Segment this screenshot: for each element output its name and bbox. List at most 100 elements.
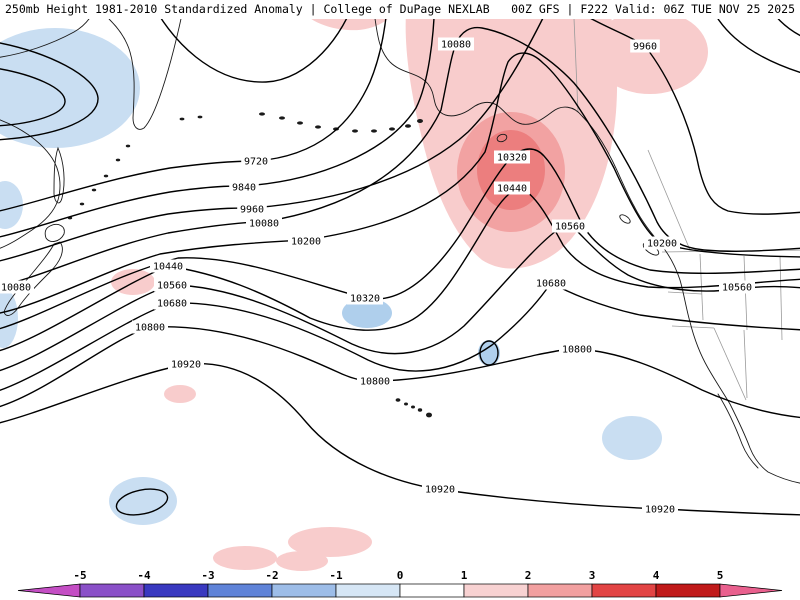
haida-gwaii-island: [619, 214, 631, 224]
colorbar-tick-label: 2: [525, 569, 532, 582]
negative-anomaly-region: [0, 181, 23, 229]
contour-label-box: [552, 219, 588, 233]
positive-anomaly-core: [477, 130, 545, 210]
colorbar-tick-label: 1: [461, 569, 468, 582]
colorbar-segment: [591, 583, 657, 598]
contour-label: 9840: [232, 183, 256, 194]
negative-anomaly-region: [0, 28, 140, 148]
positive-anomaly-region: [288, 527, 372, 557]
contour-labels: 10080 9960 9720 9840 9960 10080 10200 10320 1044…: [0, 37, 755, 516]
colorbar-tick-label: -3: [201, 569, 214, 582]
contour-label-box: [154, 278, 190, 292]
colorbar-segment: [207, 583, 273, 598]
contour-label: 10080: [1, 283, 31, 294]
contour-label: 10080: [249, 219, 279, 230]
colorbar-arrow: [17, 583, 81, 598]
contour-label: 10920: [425, 485, 455, 496]
contour-label: 10920: [171, 360, 201, 371]
contour-label: 10560: [157, 281, 187, 292]
colorbar-tick-label: 5: [717, 569, 724, 582]
hawaiian-islands: [395, 398, 432, 418]
contour-label: 10320: [497, 153, 527, 164]
contour-label-box: [438, 37, 474, 51]
contour-label-box: [494, 150, 530, 164]
negative-anomaly-region: [109, 477, 177, 525]
border-line: [667, 291, 703, 295]
contour-line-10320: [0, 148, 800, 330]
contour-line: [0, 42, 99, 141]
contour-label-box: [237, 202, 267, 216]
contour-label-box: [533, 276, 569, 290]
contour-label: 10680: [157, 299, 187, 310]
colorbar-tick-label: -1: [329, 569, 343, 582]
border-line: [743, 329, 748, 399]
contour-label-box: [0, 280, 34, 294]
contour-line-10200: [0, 52, 800, 314]
coastline-gulf-of-california: [717, 393, 759, 469]
contour-label-box: [719, 280, 755, 294]
colorbar-tick-label: 4: [653, 569, 660, 582]
closed-contour: [479, 340, 499, 366]
contour-label-box: [357, 374, 393, 388]
colorbar-tick-label: -4: [137, 569, 151, 582]
contour-label-box: [154, 296, 190, 310]
kodiak-island: [496, 133, 508, 143]
negative-anomaly-region: [602, 416, 662, 460]
colorbar-segment: [399, 583, 465, 598]
negative-anomaly-region: [478, 340, 500, 366]
border-line: [779, 255, 783, 341]
model-valid-time: 00Z GFS | F222 Valid: 06Z TUE NOV 25 202…: [511, 2, 795, 16]
colorbar-segment: [655, 583, 721, 598]
coastline-japan: [44, 223, 65, 242]
map-title: 250mb Height 1981-2010 Standardized Anom…: [5, 2, 490, 16]
contour-label: 10800: [360, 377, 390, 388]
aleutian-islands: [179, 112, 423, 133]
contour-label: 10560: [722, 283, 752, 294]
contour-label-box: [246, 216, 282, 230]
contour-label-box: [644, 236, 680, 250]
positive-anomaly-region: [164, 385, 196, 403]
contour-label: 9960: [240, 205, 264, 216]
contour-label-box: [168, 357, 204, 371]
colorbar-tick-label: 0: [397, 569, 404, 582]
colorbar-segment: [143, 583, 209, 598]
negative-anomaly-region: [342, 298, 392, 328]
contour-label: 10320: [350, 294, 380, 305]
negative-anomaly-region: [0, 288, 18, 348]
contour-line: [149, 0, 356, 83]
contour-label: 10440: [497, 184, 527, 195]
contour-label: 10800: [562, 345, 592, 356]
border-line: [713, 327, 747, 401]
contour-label-box: [347, 291, 383, 305]
contour-label-box: [494, 181, 530, 195]
colorbar-segment: [79, 583, 145, 598]
coastline-kamchatka: [99, 0, 186, 130]
contour-label: 10920: [645, 505, 675, 516]
contour-label-box: [288, 234, 324, 248]
colorbar-tick-label: -2: [265, 569, 278, 582]
colorbar-segment: [463, 583, 529, 598]
contour-label-box: [630, 39, 660, 53]
contour-line-10800: [0, 325, 800, 419]
contour-label: 10440: [153, 262, 183, 273]
border-line: [671, 325, 715, 329]
contour-line-9960: [0, 6, 800, 262]
contour-label: 10560: [555, 222, 585, 233]
colorbar-segment: [271, 583, 337, 598]
positive-anomaly-region: [276, 551, 328, 571]
colorbar-arrow: [719, 583, 783, 598]
closed-contour: [115, 488, 169, 516]
colorbar-tick-label: 3: [589, 569, 596, 582]
colorbar: -5 -4 -3 -2 -1 0 1 2 3 4 5: [17, 569, 783, 598]
positive-anomaly-region: [213, 546, 277, 570]
contour-label-box: [132, 320, 168, 334]
contour-label: 10800: [135, 323, 165, 334]
contour-line: [0, 68, 66, 127]
contour-label-box: [229, 180, 259, 194]
contour-line-10680: [0, 282, 800, 391]
colorbar-segment: [527, 583, 593, 598]
contour-label-box: [559, 342, 595, 356]
colorbar-tick-label: -5: [73, 569, 86, 582]
